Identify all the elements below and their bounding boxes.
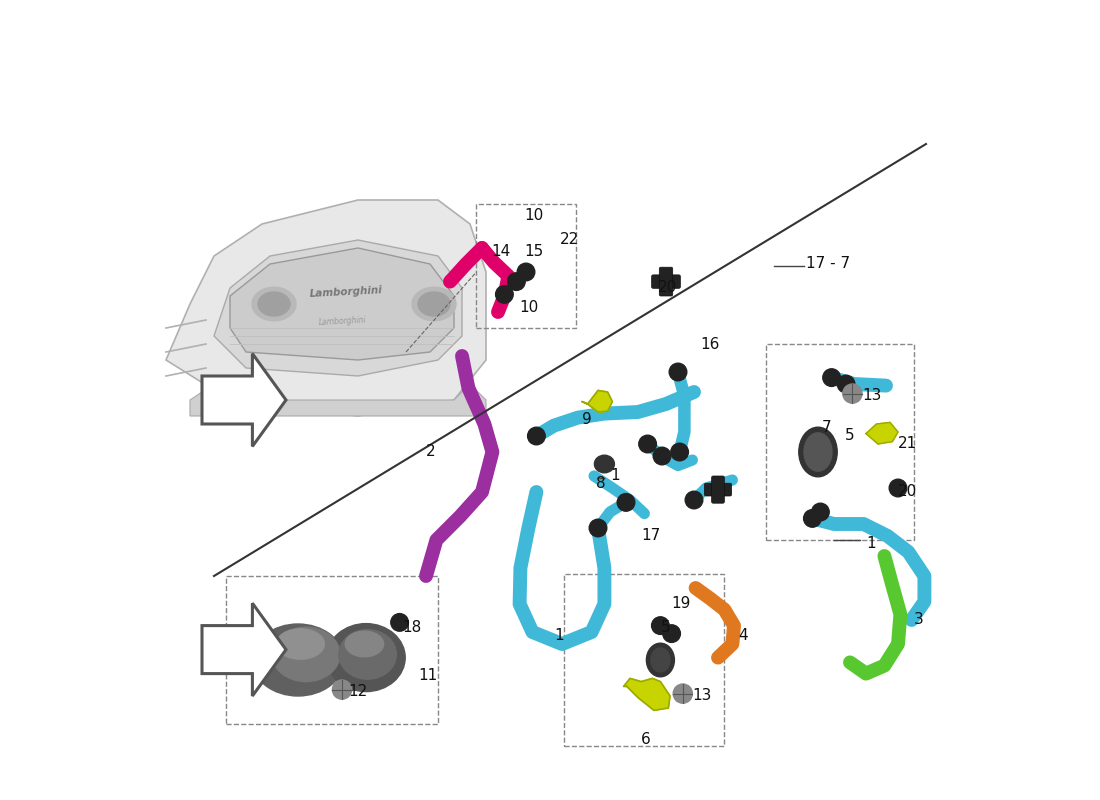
Polygon shape (202, 603, 286, 696)
Text: 9: 9 (582, 413, 592, 427)
FancyBboxPatch shape (704, 483, 732, 496)
Circle shape (590, 519, 607, 537)
Ellipse shape (272, 627, 340, 682)
Text: 22: 22 (560, 233, 579, 247)
Circle shape (390, 614, 408, 631)
Ellipse shape (258, 292, 290, 316)
Text: 21: 21 (898, 437, 917, 451)
Text: 12: 12 (349, 685, 367, 699)
Polygon shape (166, 200, 486, 416)
Circle shape (517, 263, 535, 281)
Ellipse shape (252, 287, 296, 321)
Text: 1: 1 (554, 629, 563, 643)
Ellipse shape (651, 648, 670, 672)
Ellipse shape (594, 455, 615, 473)
Ellipse shape (345, 631, 384, 657)
Ellipse shape (804, 433, 832, 471)
Text: 2: 2 (426, 445, 436, 459)
Text: 1: 1 (866, 537, 876, 551)
Circle shape (332, 680, 352, 699)
Ellipse shape (327, 624, 405, 691)
Circle shape (617, 494, 635, 511)
Ellipse shape (418, 292, 450, 316)
Circle shape (671, 443, 689, 461)
Text: Lamborghini: Lamborghini (309, 285, 383, 299)
Text: 7: 7 (822, 421, 832, 435)
Circle shape (685, 491, 703, 509)
Text: 17: 17 (641, 529, 660, 543)
Ellipse shape (339, 630, 396, 679)
Text: 15: 15 (525, 245, 543, 259)
Circle shape (823, 369, 840, 386)
Polygon shape (214, 240, 462, 376)
Circle shape (804, 510, 822, 527)
Text: 18: 18 (403, 621, 422, 635)
Text: Lamborghini: Lamborghini (318, 316, 366, 327)
Text: 14: 14 (492, 245, 510, 259)
Text: 3: 3 (914, 613, 924, 627)
Polygon shape (624, 678, 670, 710)
Polygon shape (582, 390, 613, 412)
Text: 1: 1 (610, 469, 619, 483)
FancyBboxPatch shape (659, 267, 673, 296)
Circle shape (843, 384, 862, 403)
Text: 11: 11 (418, 669, 438, 683)
Circle shape (812, 503, 829, 521)
Circle shape (653, 447, 671, 465)
Circle shape (507, 273, 525, 290)
Circle shape (651, 617, 669, 634)
Circle shape (837, 375, 855, 393)
Circle shape (669, 363, 686, 381)
Ellipse shape (276, 629, 324, 659)
Text: 5: 5 (845, 429, 854, 443)
Polygon shape (866, 422, 898, 444)
Circle shape (496, 286, 514, 303)
Polygon shape (190, 384, 486, 416)
Ellipse shape (799, 427, 837, 477)
Polygon shape (202, 354, 286, 446)
FancyBboxPatch shape (712, 476, 725, 503)
Text: 20: 20 (898, 485, 917, 499)
Text: 5: 5 (660, 621, 670, 635)
Ellipse shape (412, 287, 456, 321)
Text: 16: 16 (701, 337, 719, 351)
Text: 4: 4 (738, 629, 748, 643)
Text: 10: 10 (519, 301, 539, 315)
Polygon shape (230, 248, 454, 360)
Circle shape (639, 435, 657, 453)
Text: 8: 8 (595, 477, 605, 491)
Text: 19: 19 (672, 597, 691, 611)
Ellipse shape (252, 624, 344, 696)
Text: 6: 6 (641, 733, 651, 747)
Circle shape (528, 427, 546, 445)
Text: 17 - 7: 17 - 7 (806, 257, 850, 271)
Circle shape (889, 479, 906, 497)
Text: 20: 20 (658, 281, 678, 295)
Circle shape (673, 684, 692, 703)
Text: 13: 13 (862, 389, 881, 403)
FancyBboxPatch shape (651, 275, 681, 288)
Ellipse shape (647, 643, 674, 677)
Text: 13: 13 (692, 689, 712, 703)
Text: 10: 10 (525, 209, 543, 223)
Circle shape (663, 625, 681, 642)
